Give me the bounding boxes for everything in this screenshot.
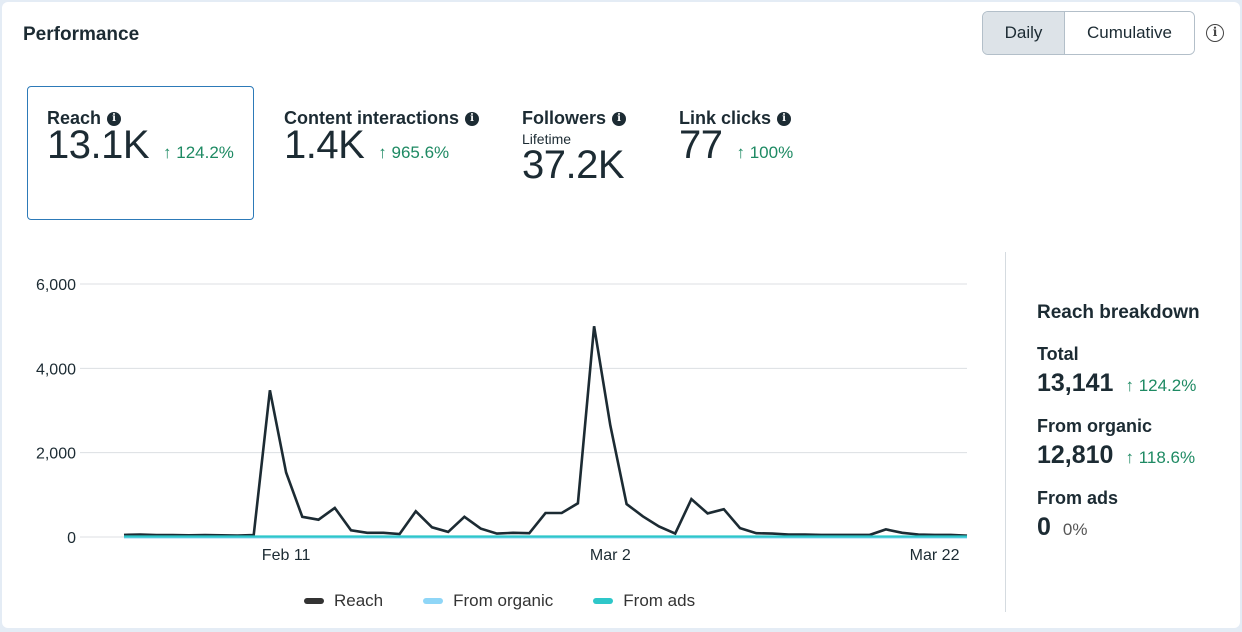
legend-label: From ads <box>623 591 696 610</box>
toggle-daily-button[interactable]: Daily <box>983 12 1065 54</box>
metric-content-interactions[interactable]: Content interactions i 1.4K ↑ 965.6% <box>284 108 480 168</box>
y-tick-label: 0 <box>67 530 76 547</box>
breakdown-label: Total <box>1037 344 1079 364</box>
breakdown-value: 13,141 <box>1037 369 1114 397</box>
info-icon[interactable]: i <box>612 111 627 126</box>
info-icon[interactable]: i <box>465 111 480 126</box>
x-tick-label: Mar 2 <box>590 547 631 564</box>
metric-reach[interactable]: Reach i 13.1K ↑ 124.2% <box>47 108 234 168</box>
reach-line-chart: 0 2,000 4,000 6,000 Feb 11 Mar 2 Mar 22 <box>36 277 968 564</box>
legend-label: From organic <box>453 591 554 610</box>
metric-change: ↑ 124.2% <box>163 143 234 162</box>
divider <box>1005 252 1006 612</box>
legend-swatch-reach <box>304 598 324 604</box>
reach-breakdown: Reach breakdown Total 13,141 ↑ 124.2% Fr… <box>1037 302 1200 560</box>
breakdown-label: From ads <box>1037 488 1119 508</box>
metric-change: ↑ 965.6% <box>378 143 450 162</box>
legend-item-ads[interactable]: From ads <box>593 591 695 611</box>
y-tick-label: 6,000 <box>36 277 76 294</box>
series-line-reach <box>123 325 968 537</box>
metric-link-clicks[interactable]: Link clicks i 77 ↑ 100% <box>679 108 793 168</box>
legend-swatch-ads <box>593 598 614 604</box>
breakdown-change: ↑ 118.6% <box>1125 448 1196 467</box>
metric-label: Link clicks <box>679 108 772 128</box>
legend-item-organic[interactable]: From organic <box>423 591 553 611</box>
page-title: Performance <box>23 24 140 45</box>
metric-change: ↑ 100% <box>736 143 794 162</box>
breakdown-title: Reach breakdown <box>1037 302 1200 323</box>
breakdown-label: From organic <box>1037 416 1153 436</box>
view-toggle: Daily Cumulative <box>982 11 1195 55</box>
info-icon[interactable]: i <box>777 111 792 126</box>
metric-label: Reach <box>47 108 102 128</box>
metric-value: 37.2K <box>522 143 625 187</box>
legend-swatch-organic <box>423 598 444 604</box>
breakdown-change: 0% <box>1062 520 1088 539</box>
breakdown-item-organic: From organic 12,810 ↑ 118.6% <box>1037 416 1200 470</box>
metric-followers[interactable]: Followers i Lifetime 37.2K <box>522 108 627 188</box>
info-icon[interactable]: i <box>107 111 122 126</box>
x-tick-label: Feb 11 <box>262 547 311 564</box>
metric-value: 1.4K <box>284 123 365 167</box>
metric-label: Content interactions <box>284 108 460 128</box>
breakdown-change: ↑ 124.2% <box>1125 376 1197 395</box>
y-tick-label: 2,000 <box>36 446 76 463</box>
breakdown-item-ads: From ads 0 0% <box>1037 488 1200 542</box>
metric-sublabel: Lifetime <box>522 131 572 147</box>
breakdown-item-total: Total 13,141 ↑ 124.2% <box>1037 344 1200 398</box>
metric-card-reach-selected[interactable] <box>27 86 254 220</box>
toggle-cumulative-button[interactable]: Cumulative <box>1065 12 1194 54</box>
metric-value: 13.1K <box>47 123 150 167</box>
chart-legend: Reach From organic From ads <box>304 591 735 611</box>
metric-value: 77 <box>679 123 723 167</box>
x-tick-label: Mar 22 <box>910 547 960 564</box>
legend-label: Reach <box>334 591 384 610</box>
breakdown-value: 0 <box>1037 513 1051 541</box>
info-icon[interactable]: i <box>1206 24 1224 42</box>
y-tick-label: 4,000 <box>36 361 76 378</box>
metric-label: Followers <box>522 108 607 128</box>
legend-item-reach[interactable]: Reach <box>304 591 383 611</box>
breakdown-value: 12,810 <box>1037 441 1114 469</box>
